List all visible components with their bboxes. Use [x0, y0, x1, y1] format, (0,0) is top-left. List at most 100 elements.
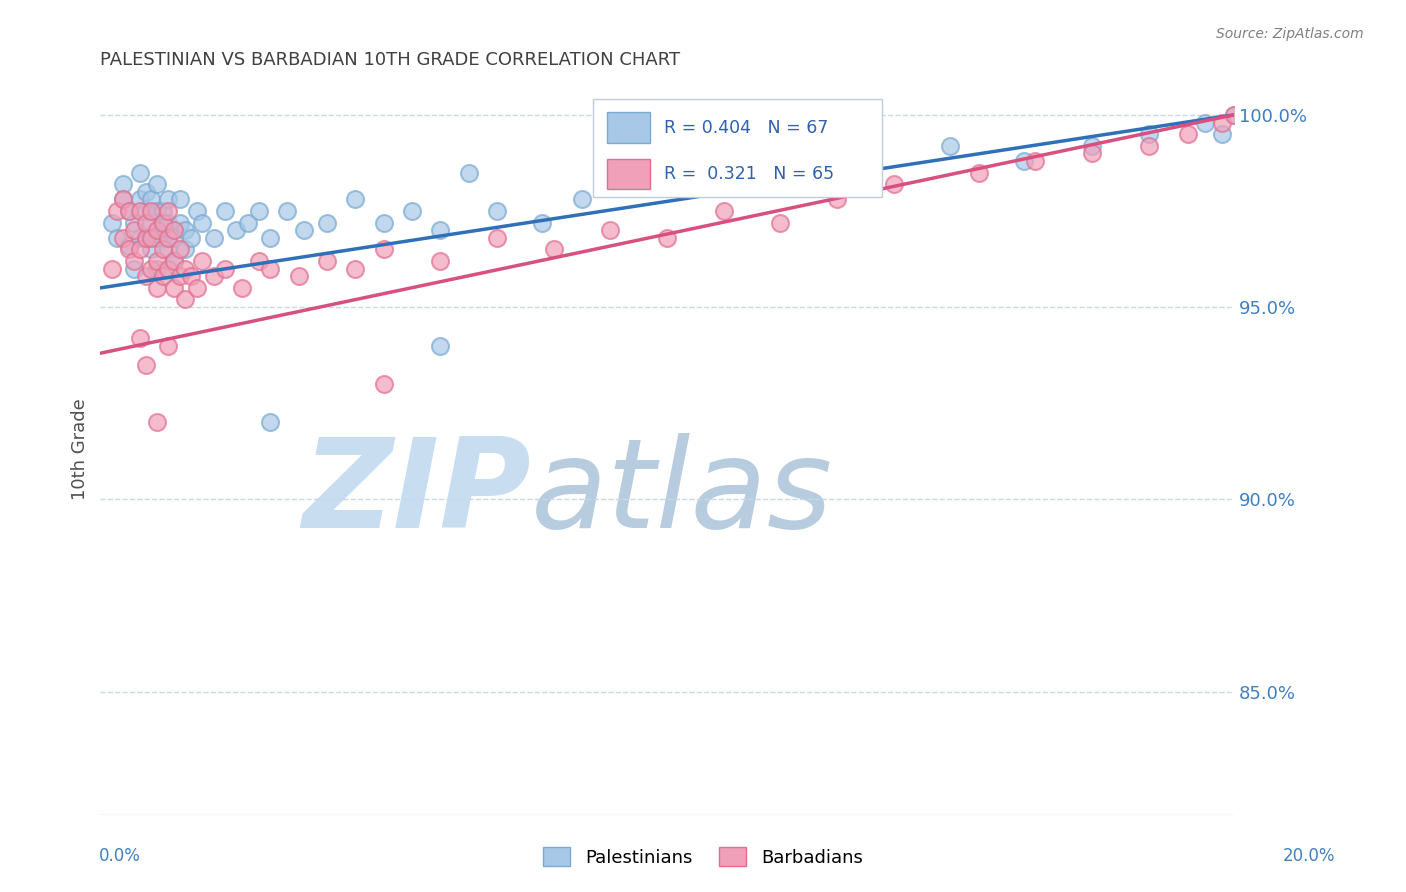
Point — [152, 243, 174, 257]
Point — [429, 254, 451, 268]
Text: atlas: atlas — [531, 433, 834, 554]
Point — [135, 204, 157, 219]
Point — [1081, 138, 1104, 153]
Point — [191, 254, 214, 268]
Point — [344, 193, 367, 207]
Point — [1137, 138, 1160, 153]
Point — [118, 238, 141, 252]
Point — [118, 204, 141, 219]
Point — [186, 204, 208, 219]
Point — [225, 223, 247, 237]
Point — [1177, 127, 1199, 141]
Point — [1024, 154, 1046, 169]
Point — [152, 204, 174, 219]
FancyBboxPatch shape — [593, 99, 883, 197]
Point — [111, 177, 134, 191]
Point — [1081, 146, 1104, 161]
Point — [124, 223, 146, 237]
Point — [157, 193, 180, 207]
Point — [214, 204, 236, 219]
Point — [344, 261, 367, 276]
Point — [157, 338, 180, 352]
Point — [939, 138, 962, 153]
Point — [146, 416, 169, 430]
Text: PALESTINIAN VS BARBADIAN 10TH GRADE CORRELATION CHART: PALESTINIAN VS BARBADIAN 10TH GRADE CORR… — [100, 51, 681, 69]
Point — [169, 269, 191, 284]
Point — [146, 177, 169, 191]
Point — [146, 223, 169, 237]
Point — [146, 254, 169, 268]
Point — [1223, 108, 1246, 122]
Point — [741, 165, 763, 179]
Point — [825, 193, 848, 207]
Point — [157, 215, 180, 229]
Point — [100, 261, 122, 276]
Point — [169, 243, 191, 257]
Point — [259, 231, 281, 245]
Point — [135, 185, 157, 199]
Point — [135, 231, 157, 245]
Point — [174, 243, 197, 257]
Point — [146, 204, 169, 219]
Point — [163, 254, 186, 268]
Point — [401, 204, 423, 219]
Point — [713, 204, 735, 219]
Point — [287, 269, 309, 284]
Point — [157, 261, 180, 276]
Legend: Palestinians, Barbadians: Palestinians, Barbadians — [536, 840, 870, 874]
Point — [174, 293, 197, 307]
Point — [231, 281, 253, 295]
Point — [236, 215, 259, 229]
Point — [146, 231, 169, 245]
Point — [124, 261, 146, 276]
Point — [157, 204, 180, 219]
Text: R = 0.404   N = 67: R = 0.404 N = 67 — [664, 119, 828, 136]
Point — [214, 261, 236, 276]
Point — [276, 204, 298, 219]
Point — [105, 231, 128, 245]
Text: R =  0.321   N = 65: R = 0.321 N = 65 — [664, 165, 834, 183]
Point — [247, 254, 270, 268]
Point — [135, 231, 157, 245]
Point — [135, 358, 157, 372]
Point — [486, 204, 509, 219]
Point — [1194, 115, 1216, 129]
Text: 0.0%: 0.0% — [98, 847, 141, 865]
Point — [169, 215, 191, 229]
Point — [292, 223, 315, 237]
Point — [174, 261, 197, 276]
Point — [486, 231, 509, 245]
Point — [152, 223, 174, 237]
Point — [797, 154, 820, 169]
Point — [174, 223, 197, 237]
Y-axis label: 10th Grade: 10th Grade — [72, 399, 89, 500]
Point — [1211, 127, 1233, 141]
Point — [373, 243, 395, 257]
Point — [157, 231, 180, 245]
Point — [146, 281, 169, 295]
Point — [457, 165, 479, 179]
Point — [373, 215, 395, 229]
Point — [141, 215, 163, 229]
Point — [429, 338, 451, 352]
Point — [685, 154, 707, 169]
Point — [129, 243, 152, 257]
Point — [146, 261, 169, 276]
Point — [180, 231, 202, 245]
Point — [883, 177, 905, 191]
Point — [141, 231, 163, 245]
Point — [152, 231, 174, 245]
Point — [373, 376, 395, 391]
Point — [100, 215, 122, 229]
Point — [1137, 127, 1160, 141]
FancyBboxPatch shape — [607, 159, 650, 189]
Point — [571, 193, 593, 207]
Point — [135, 215, 157, 229]
Point — [855, 146, 877, 161]
Point — [152, 215, 174, 229]
Point — [157, 243, 180, 257]
Point — [141, 204, 163, 219]
Text: 20.0%: 20.0% — [1284, 847, 1336, 865]
Point — [111, 193, 134, 207]
Point — [124, 215, 146, 229]
